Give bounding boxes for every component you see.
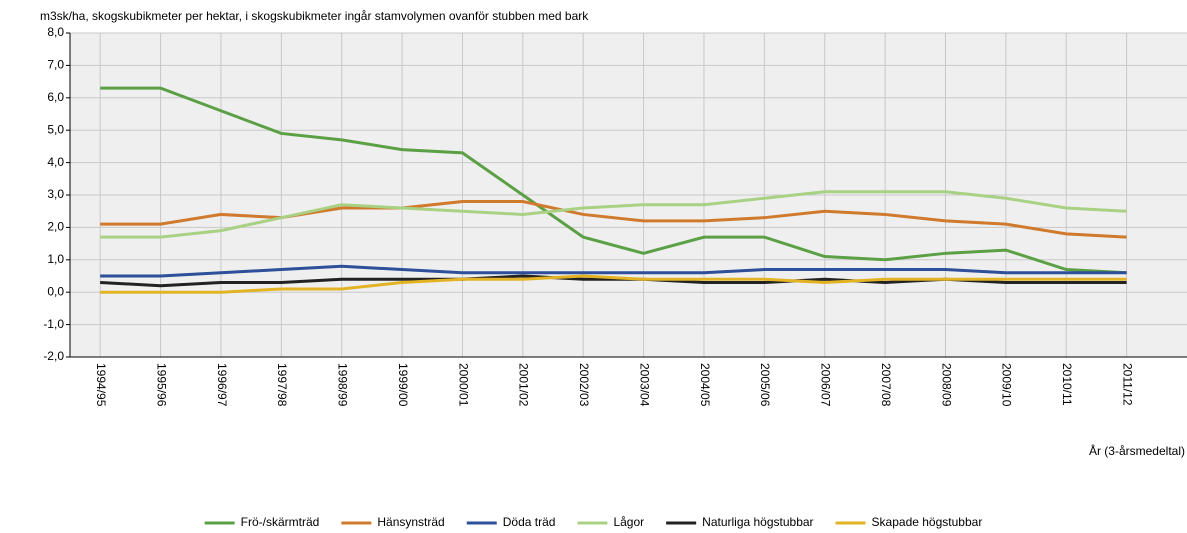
- series-line: [100, 274, 1127, 294]
- x-tick-label: 2007/08: [879, 363, 893, 407]
- x-tick-label: 1999/00: [396, 363, 410, 407]
- y-tick-label: 5,0: [47, 122, 64, 136]
- x-tick-label: 2003/04: [637, 363, 651, 407]
- x-tick-label: 2002/03: [577, 363, 591, 407]
- x-tick-label: 2011/12: [1120, 363, 1134, 406]
- y-tick-label: -2,0: [43, 349, 64, 363]
- x-tick-label: 1995/96: [154, 363, 168, 407]
- x-tick-label: 1998/99: [336, 363, 350, 407]
- x-tick-label: 1994/95: [94, 363, 108, 407]
- x-tick-label: 2000/01: [456, 363, 470, 407]
- y-tick-label: 8,0: [47, 25, 64, 39]
- y-tick-label: 3,0: [47, 187, 64, 201]
- legend-label: Frö-/skärmträd: [241, 515, 320, 529]
- y-tick-label: 2,0: [47, 220, 64, 234]
- x-tick-label: 2008/09: [939, 363, 953, 407]
- x-tick-label: 2005/06: [758, 363, 772, 407]
- legend-label: Naturliga högstubbar: [702, 515, 813, 529]
- y-tick-label: 7,0: [47, 58, 64, 72]
- series-line: [100, 264, 1127, 278]
- legend-label: Döda träd: [503, 515, 556, 529]
- legend-label: Lågor: [613, 515, 644, 529]
- y-tick-label: 1,0: [47, 252, 64, 266]
- series-line: [100, 86, 1127, 275]
- x-tick-label: 2009/10: [1000, 363, 1014, 407]
- legend-label: Hänsynsträd: [377, 515, 444, 529]
- y-tick-label: 0,0: [47, 284, 64, 298]
- legend-label: Skapade högstubbar: [872, 515, 983, 529]
- chart-title: m3sk/ha, skogskubikmeter per hektar, i s…: [40, 9, 589, 23]
- x-axis-label: År (3-årsmedeltal): [1089, 443, 1185, 458]
- series-line: [100, 190, 1127, 239]
- x-tick-label: 1996/97: [215, 363, 229, 407]
- x-tick-label: 1997/98: [275, 363, 289, 407]
- x-tick-label: 2010/11: [1060, 363, 1074, 406]
- x-tick-label: 2001/02: [517, 363, 531, 407]
- y-tick-label: 4,0: [47, 155, 64, 169]
- x-tick-label: 2006/07: [819, 363, 833, 407]
- legend: Frö-/skärmträd Hänsynsträd Döda träd Lågor N…: [204, 515, 983, 529]
- series-line: [100, 199, 1127, 239]
- y-tick-label: 6,0: [47, 90, 64, 104]
- x-tick-label: 2004/05: [698, 363, 712, 407]
- y-tick-label: -1,0: [43, 317, 64, 331]
